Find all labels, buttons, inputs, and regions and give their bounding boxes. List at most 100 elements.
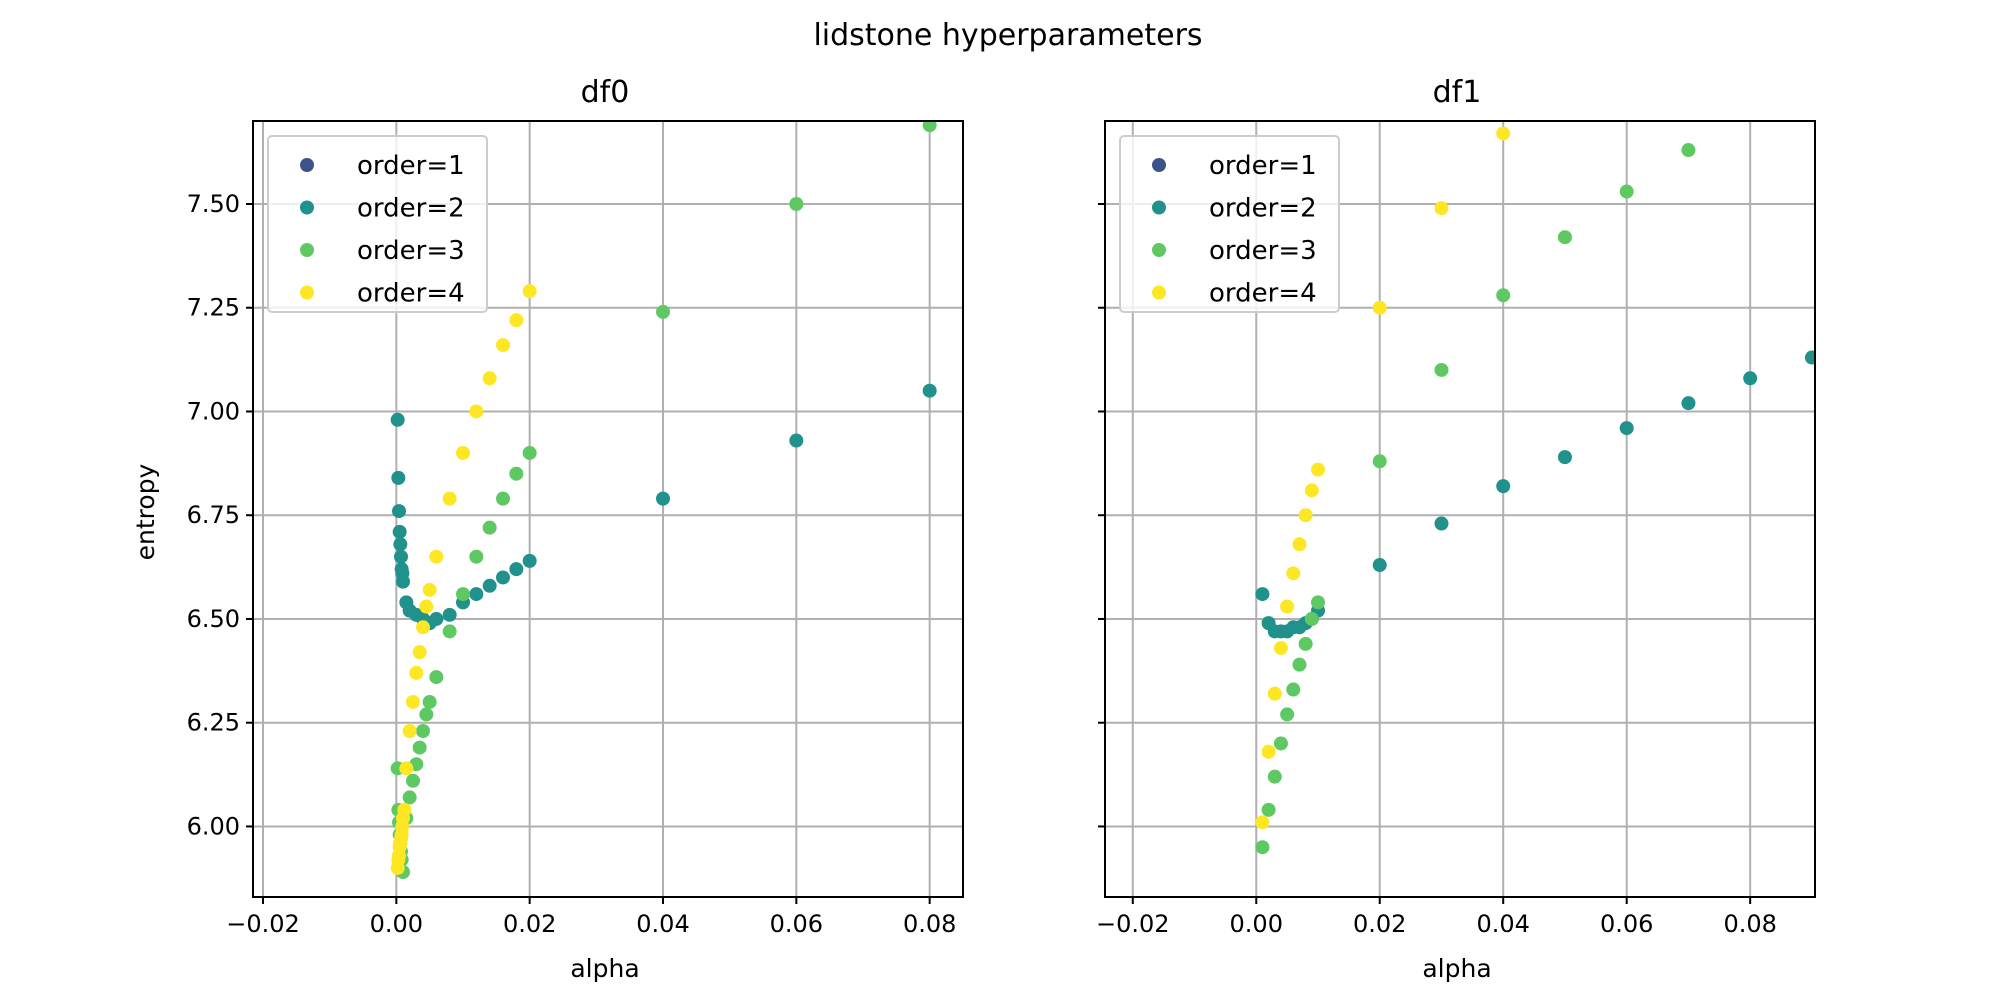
- data-points: [1255, 126, 1815, 855]
- x-tick-label: −0.02: [1096, 910, 1170, 938]
- x-tick-label: 0.08: [903, 910, 956, 938]
- x-axis-label: alpha: [1422, 954, 1491, 983]
- legend: order=1 order=2 order=3 order=4: [267, 135, 488, 313]
- y-tick-label: 6.50: [187, 605, 240, 633]
- data-point: [1298, 636, 1313, 651]
- data-point: [1255, 815, 1270, 830]
- data-point: [1681, 396, 1696, 411]
- data-point: [1557, 450, 1572, 465]
- legend-marker: [1152, 243, 1166, 257]
- data-point: [1261, 744, 1276, 759]
- subplot-title: df1: [1433, 75, 1482, 110]
- data-point: [789, 196, 804, 211]
- data-point: [922, 121, 937, 133]
- data-point: [416, 724, 430, 739]
- data-point: [429, 670, 444, 685]
- legend-label: order=4: [357, 279, 465, 309]
- data-point: [1496, 479, 1511, 494]
- data-point: [1804, 350, 1815, 365]
- legend-marker: [1152, 200, 1166, 215]
- data-point: [1619, 184, 1634, 199]
- data-point: [392, 524, 407, 539]
- x-tick-label: 0.00: [1230, 910, 1283, 938]
- data-point: [391, 470, 406, 485]
- data-point: [1372, 454, 1387, 469]
- data-point: [409, 665, 424, 680]
- figure-title: lidstone hyperparameters: [813, 18, 1202, 53]
- series-order-4: [390, 284, 537, 875]
- data-point: [922, 383, 937, 398]
- series-order-2: [390, 383, 937, 631]
- data-point: [482, 371, 497, 386]
- legend-label: order=3: [357, 236, 465, 266]
- x-tick-label: 0.04: [1476, 910, 1529, 938]
- data-point: [522, 445, 537, 460]
- data-point: [429, 611, 444, 626]
- legend-marker: [300, 200, 314, 215]
- data-point: [1286, 566, 1301, 581]
- data-point: [1267, 769, 1282, 784]
- axes-frame: [252, 120, 964, 898]
- data-point: [1292, 657, 1307, 672]
- data-point: [789, 433, 804, 448]
- data-point: [1286, 682, 1301, 697]
- data-point: [1681, 143, 1696, 158]
- data-point: [1557, 230, 1572, 245]
- data-point: [406, 694, 420, 709]
- y-axis-label: entropy: [131, 463, 160, 560]
- x-tick-label: 0.02: [1353, 910, 1406, 938]
- data-point: [1372, 558, 1387, 573]
- legend-marker: [300, 158, 314, 172]
- legend-box: [1119, 135, 1340, 313]
- data-point: [394, 549, 408, 564]
- data-point: [397, 802, 412, 817]
- data-point: [1280, 599, 1295, 614]
- data-point: [1304, 483, 1319, 498]
- data-point: [390, 412, 405, 427]
- data-point: [1496, 288, 1511, 303]
- data-point: [1434, 516, 1449, 531]
- data-point: [1298, 508, 1313, 523]
- legend-label: order=2: [357, 194, 465, 224]
- data-point: [469, 404, 484, 419]
- legend: order=1 order=2 order=3 order=4: [1119, 135, 1340, 313]
- data-point: [442, 491, 457, 506]
- x-axis-label: alpha: [570, 954, 639, 983]
- series-order-4: [1255, 126, 1511, 830]
- data-point: [1280, 707, 1295, 722]
- x-tick-label: 0.02: [503, 910, 556, 938]
- data-point: [442, 624, 457, 639]
- data-point: [412, 740, 427, 755]
- data-point: [1267, 686, 1282, 701]
- data-point: [1743, 371, 1758, 386]
- data-point: [419, 707, 434, 722]
- data-point: [1434, 201, 1449, 216]
- data-point: [482, 578, 497, 593]
- data-point: [509, 562, 524, 577]
- subplot-title: df0: [581, 75, 630, 110]
- data-point: [1255, 840, 1270, 855]
- subplot-df0: df0 alpha entropy −0.02 0.00 0.02 0.04 0.06 0…: [131, 75, 964, 983]
- legend-box: [267, 135, 488, 313]
- legend-marker: [300, 285, 314, 300]
- data-point: [1273, 641, 1288, 656]
- x-tick-label: 0.08: [1723, 910, 1776, 938]
- series-order-3: [390, 121, 937, 880]
- data-point: [522, 553, 537, 568]
- y-tick-label: 6.75: [187, 501, 240, 529]
- legend-marker: [1152, 158, 1166, 172]
- data-point: [402, 724, 417, 739]
- x-tick-label: 0.04: [636, 910, 689, 938]
- data-point: [1255, 587, 1270, 602]
- legend-label: order=1: [1209, 151, 1317, 181]
- data-point: [456, 445, 470, 460]
- data-point: [399, 761, 414, 776]
- data-point: [1311, 595, 1325, 610]
- data-points: [390, 121, 937, 880]
- y-tick-label: 7.25: [187, 294, 240, 322]
- series-order-3: [1255, 143, 1696, 855]
- y-tick-label: 6.00: [187, 812, 240, 840]
- data-point: [496, 491, 510, 506]
- data-point: [1292, 537, 1307, 552]
- data-point: [509, 313, 524, 328]
